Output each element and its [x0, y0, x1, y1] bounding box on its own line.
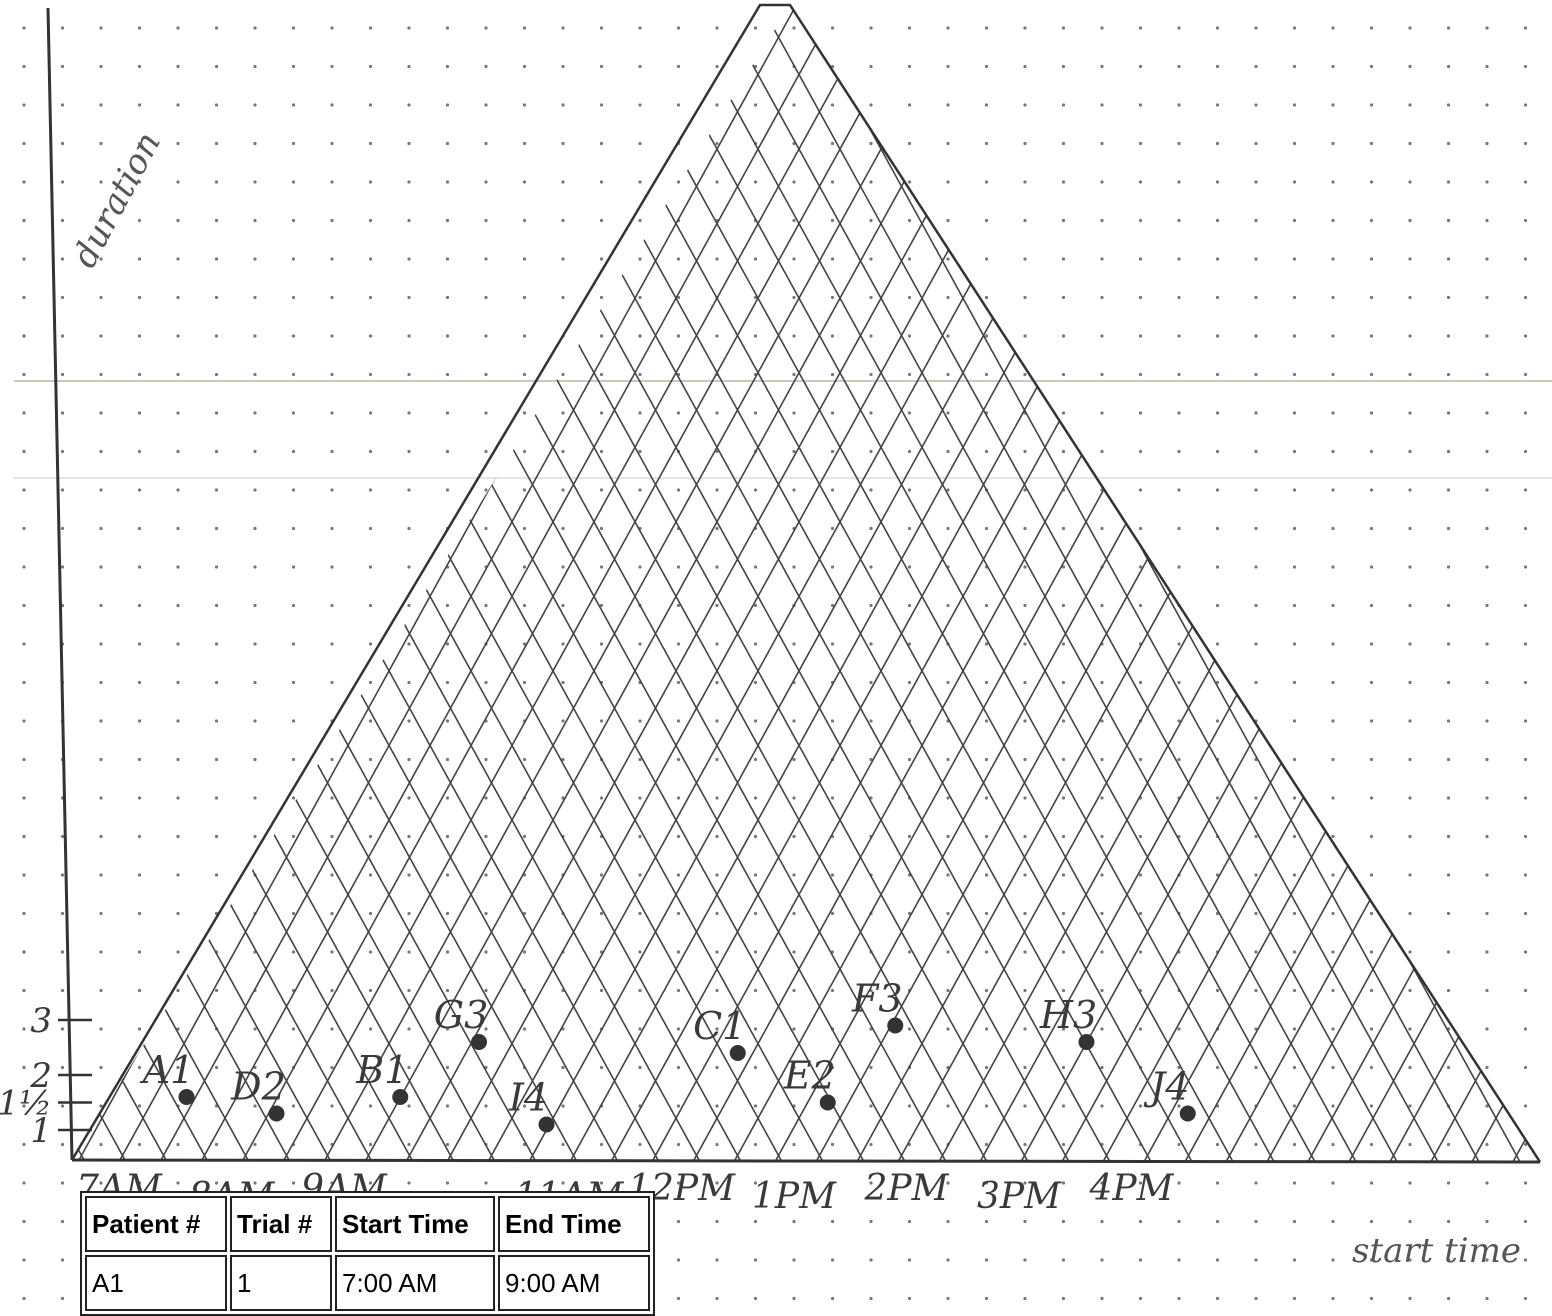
point-label: E2: [783, 1054, 836, 1098]
y-tick-label: 3: [30, 1001, 52, 1041]
patient-trial-table: Patient # Trial # Start Time End Time A1…: [80, 1191, 655, 1316]
table-row: A1 1 7:00 AM 9:00 AM: [85, 1255, 650, 1311]
data-point: [471, 1034, 487, 1050]
x-tick-label: 2PM: [864, 1168, 950, 1209]
point-label: D2: [230, 1065, 286, 1109]
cell-trial: 1: [230, 1255, 332, 1311]
data-point: [819, 1094, 836, 1111]
point-label: I4: [508, 1076, 548, 1120]
x-tick-label: 1PM: [752, 1176, 837, 1217]
data-point: [392, 1089, 409, 1105]
point-label: G3: [434, 993, 489, 1037]
data-point: [1078, 1034, 1095, 1050]
triangle-outline: [70, 3, 1542, 1163]
point-label: C1: [693, 1004, 746, 1048]
table-header-row: Patient # Trial # Start Time End Time: [85, 1196, 650, 1252]
data-point: [1179, 1105, 1196, 1122]
dot-grid-background: [22, 26, 1528, 1301]
y-axis-ticks: 11½2 3: [0, 1001, 92, 1151]
header-end-time: End Time: [498, 1196, 650, 1252]
point-label: A1: [140, 1048, 195, 1092]
data-point: [538, 1116, 555, 1133]
header-patient: Patient #: [85, 1196, 227, 1252]
point-label: F3: [851, 977, 903, 1021]
y-tick-label: 2: [29, 1056, 52, 1096]
x-axis-line: [71, 1158, 1541, 1164]
point-label: B1: [355, 1048, 408, 1092]
data-point: [729, 1045, 746, 1061]
point-label: H3: [1039, 993, 1097, 1037]
data-point: [268, 1105, 285, 1122]
data-point: [178, 1089, 195, 1105]
y-tick-label: 1: [30, 1111, 52, 1151]
point-label: J4: [1143, 1065, 1189, 1109]
y-axis-line: [46, 7, 74, 1161]
data-points: A1 D2 B1 G3 I4 C1 E2 F3 H3 J4: [140, 977, 1196, 1133]
x-axis-title: start time: [1352, 1231, 1521, 1271]
header-start-time: Start Time: [335, 1196, 495, 1252]
cell-end-time: 9:00 AM: [498, 1255, 650, 1311]
y-axis-title: duration: [65, 126, 169, 275]
cell-start-time: 7:00 AM: [335, 1255, 495, 1311]
x-tick-label: 4PM: [1089, 1168, 1175, 1209]
x-tick-label: 3PM: [977, 1176, 1062, 1217]
cell-patient: A1: [85, 1255, 227, 1311]
y-tick-label: 1½: [0, 1084, 52, 1124]
data-point: [887, 1017, 904, 1034]
header-trial: Trial #: [230, 1196, 332, 1252]
